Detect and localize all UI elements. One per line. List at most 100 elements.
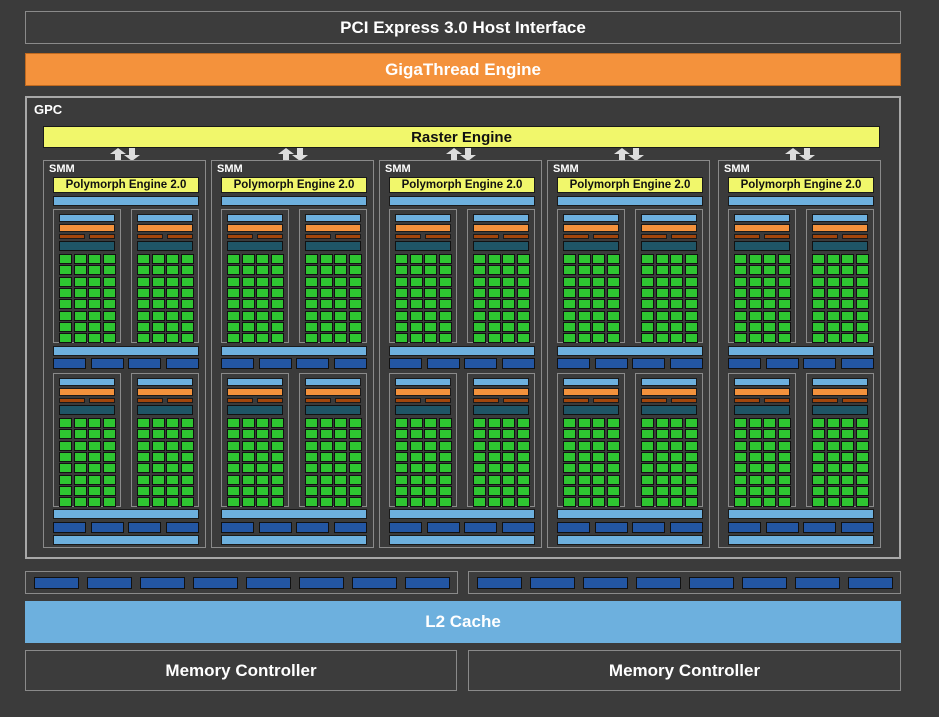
cuda-core	[517, 485, 530, 496]
cuda-core	[395, 463, 408, 474]
cuda-core	[517, 429, 530, 440]
cuda-core	[74, 474, 87, 485]
cuda-core	[305, 418, 318, 428]
shared-cache	[557, 346, 703, 356]
cuda-core	[812, 321, 825, 332]
cuda-core	[749, 451, 762, 462]
cuda-core	[242, 287, 255, 298]
cuda-core	[152, 463, 165, 474]
cuda-core	[827, 429, 840, 440]
cuda-core	[734, 418, 747, 428]
cuda-core	[607, 451, 620, 462]
cuda-core	[778, 276, 791, 287]
cuda-core	[592, 418, 605, 428]
bidirectional-arrow-icon	[108, 148, 142, 161]
cuda-core	[641, 276, 654, 287]
cuda-core	[305, 429, 318, 440]
unit-block	[728, 522, 761, 533]
cuda-core	[439, 299, 452, 310]
cuda-core	[641, 254, 654, 264]
cuda-core	[578, 463, 591, 474]
memory-unit	[246, 577, 291, 589]
cuda-core	[734, 254, 747, 264]
cuda-core	[271, 310, 284, 321]
cuda-core	[271, 299, 284, 310]
cuda-core	[641, 497, 654, 508]
cuda-core	[152, 418, 165, 428]
cuda-core	[305, 321, 318, 332]
unit-block	[90, 358, 124, 369]
warp-scheduler	[227, 388, 283, 396]
cuda-core	[592, 440, 605, 451]
cuda-core	[103, 265, 116, 276]
cuda-core	[166, 440, 179, 451]
cuda-core	[502, 310, 515, 321]
smm: SMM Polymorph Engine 2.0	[379, 160, 542, 548]
cuda-core	[778, 451, 791, 462]
bidirectional-arrow-icon	[783, 148, 817, 161]
cuda-core	[424, 254, 437, 264]
cuda-core	[320, 310, 333, 321]
unit-block	[464, 358, 497, 369]
cuda-core	[578, 265, 591, 276]
cuda-core	[656, 451, 669, 462]
cuda-core	[410, 451, 423, 462]
cuda-core	[578, 321, 591, 332]
cuda-core	[88, 474, 101, 485]
cuda-core	[592, 276, 605, 287]
cuda-core	[152, 429, 165, 440]
warp-scheduler	[137, 224, 193, 232]
cuda-core	[670, 287, 683, 298]
instruction-buffer	[59, 214, 115, 222]
processing-block	[221, 373, 289, 508]
cuda-core	[812, 310, 825, 321]
cuda-core	[856, 485, 869, 496]
cuda-core	[473, 463, 486, 474]
cuda-core	[841, 321, 854, 332]
instruction-buffer	[137, 214, 193, 222]
cuda-core	[563, 474, 576, 485]
processing-block	[635, 373, 703, 508]
cuda-core	[439, 310, 452, 321]
memory-unit	[636, 577, 681, 589]
cuda-core	[305, 474, 318, 485]
cuda-core	[334, 451, 347, 462]
cuda-core	[227, 310, 240, 321]
cuda-core	[763, 451, 776, 462]
cuda-core	[103, 287, 116, 298]
cuda-core	[103, 429, 116, 440]
unit-block	[221, 358, 254, 369]
cuda-core	[841, 474, 854, 485]
processing-block	[389, 209, 457, 344]
shared-memory	[53, 509, 199, 519]
cuda-core	[827, 310, 840, 321]
cuda-core	[656, 276, 669, 287]
unit-block	[426, 522, 460, 533]
cuda-core	[395, 310, 408, 321]
cuda-core	[763, 485, 776, 496]
cuda-core	[856, 451, 869, 462]
cuda-core	[410, 497, 423, 508]
cuda-core	[74, 287, 87, 298]
cuda-core	[578, 287, 591, 298]
cuda-core	[607, 418, 620, 428]
cuda-core	[749, 287, 762, 298]
cuda-core	[812, 474, 825, 485]
memory-controller-left: Memory Controller	[25, 650, 457, 691]
cuda-core	[242, 299, 255, 310]
cuda-core	[763, 254, 776, 264]
cuda-core	[137, 287, 150, 298]
cuda-core	[578, 429, 591, 440]
smm: SMM Polymorph Engine 2.0	[718, 160, 881, 548]
cuda-core	[578, 276, 591, 287]
cuda-core	[607, 429, 620, 440]
dispatch-unit	[563, 234, 589, 239]
cuda-core	[563, 276, 576, 287]
cuda-core	[656, 485, 669, 496]
cuda-core	[152, 440, 165, 451]
cuda-core	[152, 474, 165, 485]
cuda-core	[320, 497, 333, 508]
cuda-core	[563, 321, 576, 332]
cuda-core	[305, 310, 318, 321]
cuda-core	[395, 254, 408, 264]
